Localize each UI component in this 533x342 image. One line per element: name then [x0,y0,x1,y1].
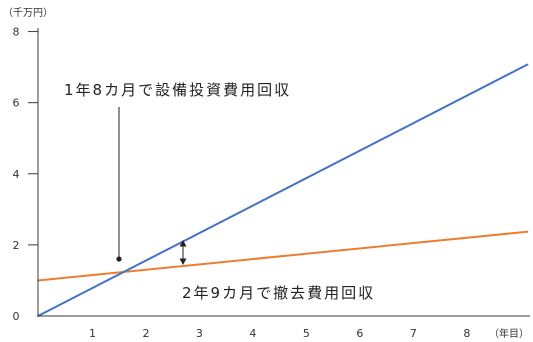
x-tick-label: 8 [463,327,470,340]
y-tick-label: 2 [13,239,20,252]
y-tick-label: 4 [13,168,20,181]
y-tick-label: 6 [13,97,20,110]
x-tick-label: 2 [142,327,149,340]
series-line-orange [37,230,529,282]
double-arrow-icon [179,240,187,265]
x-tick-label: 3 [196,327,203,340]
y-axis-unit-label: （千万円） [3,7,53,19]
x-tick-label: 5 [303,327,310,340]
annotation-equipment-payback: 1年8カ月で設備投資費用回収 [64,81,291,99]
x-tick-label: 6 [356,327,363,340]
x-tick-label: 1 [89,327,96,340]
x-axis-unit-label: （年目） [489,327,529,340]
x-tick-label: 7 [410,327,417,340]
series-line-blue [37,63,529,317]
annotation-removal-payback: 2年9カ月で撤去費用回収 [182,284,375,302]
annotation-dot [116,256,122,262]
x-tick-label: 4 [249,327,256,340]
y-tick-label: 0 [13,310,20,323]
y-tick-label: 8 [13,26,20,39]
